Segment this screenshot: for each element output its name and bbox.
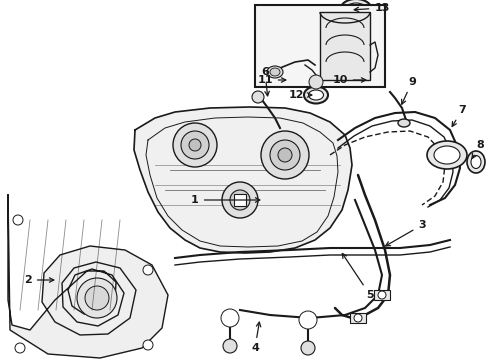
Text: 10: 10: [332, 75, 365, 85]
Circle shape: [77, 278, 117, 318]
Text: 8: 8: [471, 140, 483, 158]
Ellipse shape: [466, 151, 484, 173]
Ellipse shape: [397, 119, 409, 127]
Circle shape: [298, 311, 316, 329]
Circle shape: [269, 140, 299, 170]
Circle shape: [261, 131, 308, 179]
Ellipse shape: [339, 0, 371, 21]
Ellipse shape: [308, 90, 323, 100]
Circle shape: [278, 148, 291, 162]
Circle shape: [223, 339, 237, 353]
Circle shape: [85, 286, 109, 310]
Circle shape: [142, 265, 153, 275]
Circle shape: [13, 215, 23, 225]
Ellipse shape: [433, 146, 459, 164]
Text: 6: 6: [261, 67, 269, 96]
Text: 7: 7: [451, 105, 465, 126]
Text: 12: 12: [287, 90, 311, 100]
Circle shape: [353, 314, 361, 322]
Text: 9: 9: [401, 77, 415, 104]
Text: 11: 11: [257, 75, 285, 85]
Circle shape: [181, 131, 208, 159]
Circle shape: [377, 291, 385, 299]
Circle shape: [189, 139, 201, 151]
Ellipse shape: [269, 68, 280, 76]
Bar: [254, 5, 384, 87]
Circle shape: [15, 343, 25, 353]
Ellipse shape: [470, 156, 480, 168]
Text: 13: 13: [353, 3, 389, 13]
Circle shape: [221, 309, 239, 327]
Text: 5: 5: [342, 253, 373, 300]
Circle shape: [301, 341, 314, 355]
Text: 3: 3: [385, 220, 425, 246]
Circle shape: [173, 123, 217, 167]
Polygon shape: [8, 195, 168, 358]
Circle shape: [308, 75, 323, 89]
Ellipse shape: [345, 3, 366, 17]
Bar: [373, 290, 389, 300]
Circle shape: [229, 190, 249, 210]
Text: 1: 1: [191, 195, 259, 205]
Text: 4: 4: [250, 322, 260, 353]
Circle shape: [251, 91, 264, 103]
Circle shape: [142, 340, 153, 350]
Ellipse shape: [426, 141, 466, 169]
Bar: [319, 12, 369, 80]
Ellipse shape: [266, 66, 283, 78]
Polygon shape: [134, 107, 351, 253]
Bar: [349, 313, 365, 323]
Text: 2: 2: [24, 275, 54, 285]
Ellipse shape: [304, 86, 327, 104]
Circle shape: [222, 182, 258, 218]
Bar: [234, 194, 245, 206]
